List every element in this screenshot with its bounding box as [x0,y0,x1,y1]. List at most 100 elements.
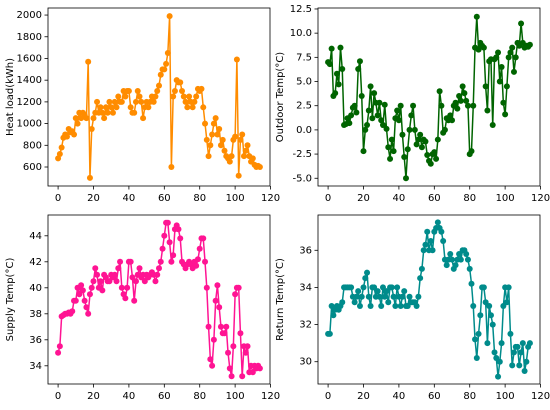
point [406,126,413,133]
point [202,258,209,265]
point [225,349,232,356]
y-tick-label: 34 [299,282,312,293]
point [97,104,104,111]
y-tick-label: 10.0 [290,28,312,39]
point [475,46,482,53]
point [434,136,441,143]
point [399,131,406,138]
point [180,93,187,100]
point [152,93,159,100]
point [242,147,249,154]
point [495,49,502,56]
point [452,262,459,269]
y-tick-label: 1800 [17,32,42,43]
point [464,256,471,263]
point [136,265,143,272]
point [239,131,246,138]
point [235,172,242,179]
point [358,293,365,300]
point [210,120,217,127]
y-tick-label: 1400 [17,75,42,86]
x-tick-label: 120 [531,193,550,204]
point [463,97,470,104]
point [376,99,383,106]
axes-frame [47,214,271,385]
point [164,50,171,57]
point [484,340,491,347]
point [378,303,385,309]
point [364,269,371,276]
y-tick-label: 1600 [17,53,42,64]
point [518,20,525,27]
point [332,90,339,97]
point [383,125,390,132]
point [99,109,106,116]
point [477,312,484,319]
point [422,241,429,248]
point [495,373,502,380]
point [221,330,228,337]
point [56,150,63,157]
point [427,238,434,244]
point [193,262,200,269]
point [502,111,509,118]
point [228,153,235,160]
point [55,349,62,356]
point [434,219,441,226]
point [371,90,378,97]
point [106,278,113,285]
point [249,155,256,162]
point [56,343,63,350]
point [507,49,514,56]
point [454,105,461,112]
point [449,256,456,263]
point [140,115,147,122]
point [179,88,186,95]
point [166,13,173,20]
point [392,303,399,309]
point [413,303,420,309]
point [166,239,173,246]
point [411,126,418,133]
point [367,303,374,309]
point [355,65,362,72]
x-tick-label: 60 [428,391,441,402]
y-tick-label: -2.5 [292,149,312,160]
point [374,112,381,119]
point [90,278,97,285]
point [256,365,263,372]
point [447,251,454,257]
x-tick-label: 100 [226,391,245,402]
point [468,280,475,287]
point [337,44,344,51]
point [219,136,226,143]
x-tick-label: 60 [428,193,441,204]
point [230,343,237,350]
y-tick-label: 1000 [17,119,42,130]
point [418,265,425,272]
point [78,282,85,289]
point [487,312,494,319]
point [232,291,239,298]
point [83,115,90,122]
point [360,284,367,291]
point [500,303,507,309]
point [500,99,507,106]
point [244,343,251,350]
point [232,133,239,140]
point [196,245,203,252]
point [364,122,371,129]
point [207,142,214,149]
point [447,112,454,119]
point [326,61,333,68]
y-tick-label: 40 [29,283,42,294]
y-tick-label: 600 [23,162,42,173]
point [210,336,217,343]
point [216,304,223,311]
point [205,323,212,330]
y-tick-label: 800 [23,140,42,151]
x-tick-label: 120 [261,193,280,204]
point [235,284,242,291]
y-tick-label: 0.0 [296,125,312,136]
